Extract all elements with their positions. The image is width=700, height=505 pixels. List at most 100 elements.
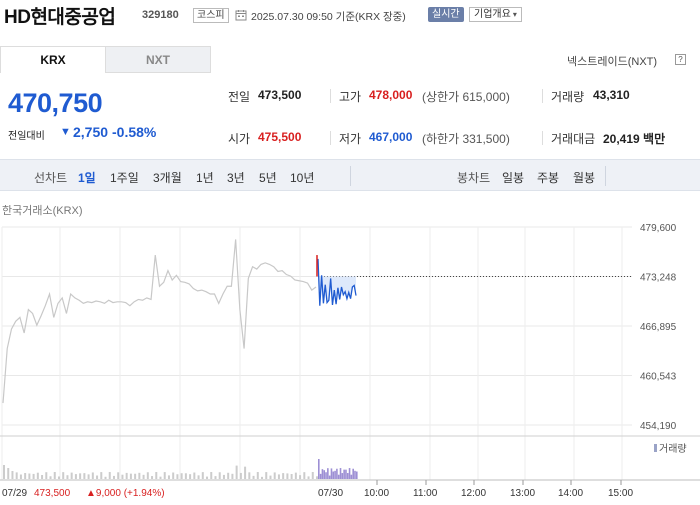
volume-bar — [354, 470, 356, 479]
period-3y[interactable]: 3년 — [227, 171, 245, 185]
low-value: 467,000 — [369, 130, 413, 144]
volume-bar — [231, 473, 234, 479]
volume-bar — [142, 474, 145, 479]
volume-bar — [79, 473, 82, 479]
tab-nxt[interactable]: NXT — [105, 46, 211, 73]
x-tick-label: 15:00 — [608, 488, 633, 499]
volume-bar — [11, 471, 14, 479]
y-tick-label: 473,248 — [640, 273, 677, 284]
prev-close-value: 473,500 — [258, 88, 302, 102]
volume-bar — [346, 473, 349, 479]
divider — [542, 89, 543, 103]
x-today-date: 07/30 — [318, 488, 343, 499]
y-tick-label: 460,543 — [640, 372, 677, 383]
volume-bar — [327, 468, 329, 479]
volume-bar — [138, 472, 141, 479]
volume-bar — [53, 472, 56, 479]
volume-bar — [176, 474, 179, 479]
period-3m[interactable]: 3개월 — [153, 171, 182, 185]
volume-bar — [197, 475, 200, 479]
volume-bars: 거래량 — [3, 443, 687, 479]
period-1d[interactable]: 1일 — [78, 171, 96, 185]
volume-bar — [83, 473, 86, 479]
volume-bar — [352, 468, 354, 479]
realtime-button[interactable]: 실시간 — [428, 7, 464, 22]
high-value: 478,000 — [369, 88, 413, 102]
volume-bar — [117, 472, 120, 479]
chart-grid — [0, 226, 700, 481]
volume-bar — [252, 475, 255, 479]
candle-daily[interactable]: 일봉 — [502, 171, 525, 185]
company-overview-button[interactable]: 기업개요 ▾ — [469, 7, 522, 22]
volume-bar — [337, 474, 340, 479]
volume-bar — [36, 472, 39, 479]
divider — [542, 131, 543, 145]
volume-bar — [348, 468, 351, 479]
volume-bar — [108, 472, 111, 479]
period-5y[interactable]: 5년 — [259, 171, 277, 185]
volume-bar — [356, 471, 358, 479]
volume-bar — [227, 472, 230, 479]
chevron-down-icon: ▾ — [512, 10, 517, 19]
volume-bar — [167, 475, 170, 479]
volume-bar — [210, 472, 213, 479]
company-overview-label: 기업개요 — [474, 9, 511, 20]
volume-bar — [155, 472, 158, 479]
x-tick-label: 10:00 — [364, 488, 389, 499]
volume-bar — [239, 472, 242, 479]
divider — [330, 89, 331, 103]
down-arrow-icon: ▼ — [60, 126, 71, 138]
candle-monthly[interactable]: 월봉 — [573, 171, 596, 185]
volume-bar — [3, 465, 5, 479]
x-axis-ticks: 07/29 473,500 ▲9,000 (+1.94%) 07/30 10:00 11:… — [2, 480, 633, 499]
candle-weekly[interactable]: 주봉 — [537, 171, 560, 185]
volume-bar — [273, 472, 276, 479]
volume-bar — [15, 472, 18, 479]
volume-bar — [7, 468, 10, 479]
volume-legend-swatch — [654, 444, 657, 452]
period-bar: 선차트 1일 1주일 3개월 1년 3년 5년 10년 봉차트 일봉 주봉 월봉 — [0, 159, 700, 191]
volume-bar — [334, 470, 336, 479]
volume-bar — [112, 475, 115, 479]
line-chart-label: 선차트 — [34, 171, 68, 185]
amount-label: 거래대금 — [551, 132, 596, 146]
period-1y[interactable]: 1년 — [196, 171, 214, 185]
open-value: 475,500 — [258, 130, 302, 144]
volume-bar — [172, 472, 175, 479]
tab-krx[interactable]: KRX — [0, 46, 106, 73]
volume-bar — [100, 472, 103, 479]
low-label: 저가 — [339, 132, 362, 146]
prev-close-label: 전일 — [228, 90, 251, 104]
y-tick-label: 454,190 — [640, 421, 677, 432]
current-price: 470,750 — [8, 88, 103, 118]
volume-legend-label: 거래량 — [659, 443, 687, 455]
volume-bar — [277, 474, 280, 479]
help-icon[interactable]: ? — [675, 54, 686, 65]
volume-bar — [74, 474, 77, 479]
volume-bar — [184, 473, 187, 479]
volume-bar — [269, 475, 272, 479]
volume-bar — [121, 474, 124, 479]
volume-bar — [282, 473, 285, 479]
candle-chart-label: 봉차트 — [457, 171, 491, 185]
volume-bar — [265, 472, 268, 479]
price-lines — [2, 239, 632, 404]
volume-bar — [336, 468, 338, 479]
volume-bar — [307, 476, 310, 479]
volume-bar — [24, 473, 27, 479]
volume-bar — [201, 472, 204, 479]
volume-bar — [87, 474, 90, 479]
volume-bar — [316, 476, 318, 479]
volume-bar — [104, 476, 107, 479]
volume-bar — [62, 472, 65, 479]
volume-bar — [193, 472, 196, 479]
period-10y[interactable]: 10년 — [290, 171, 315, 185]
prev-day-line — [2, 239, 317, 404]
period-1w[interactable]: 1주일 — [110, 171, 139, 185]
volume-bar — [323, 470, 326, 479]
volume-bar — [180, 473, 183, 479]
volume-bar — [318, 459, 320, 479]
volume-bar — [311, 472, 314, 479]
nxt-link[interactable]: 넥스트레이드(NXT) — [567, 56, 658, 68]
